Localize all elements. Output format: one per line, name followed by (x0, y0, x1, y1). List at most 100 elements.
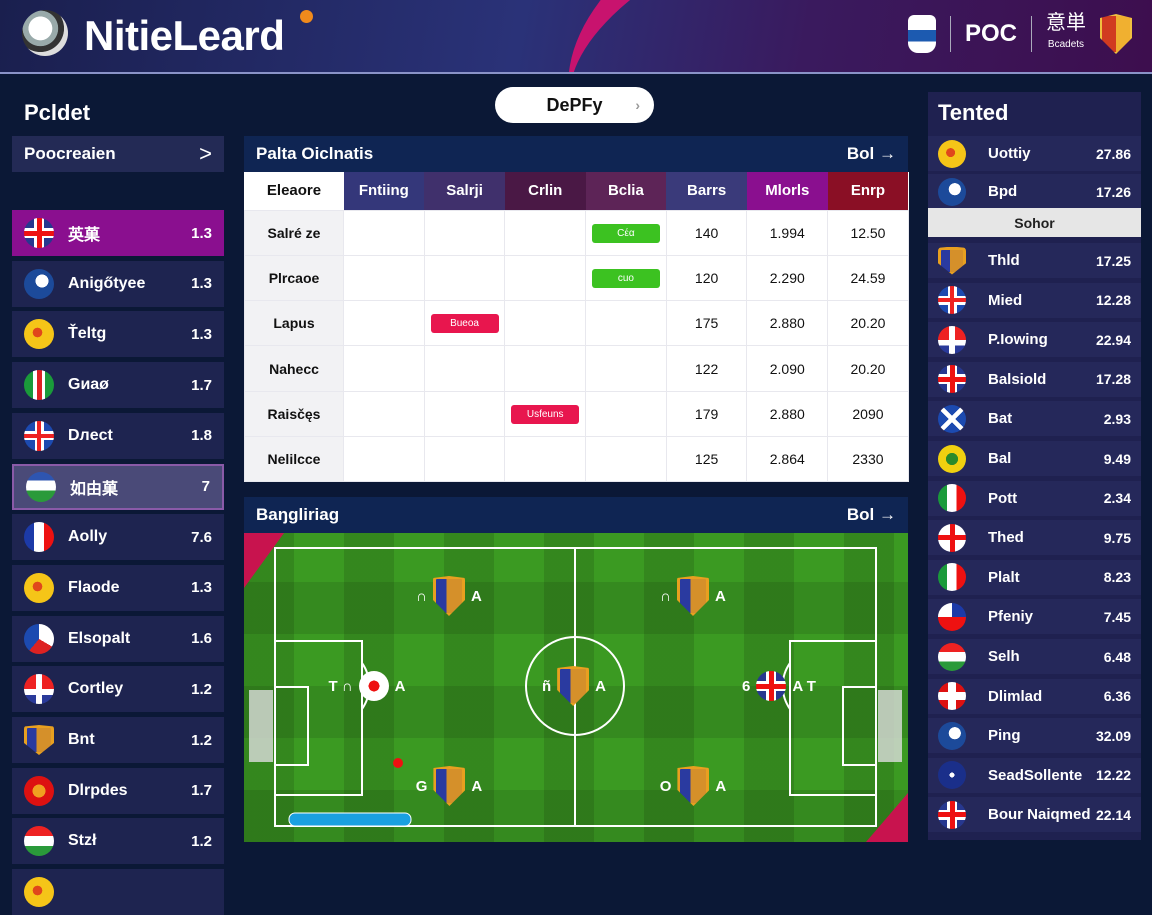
left-list: Poocreaien > 英菓 1.3 Anigőtyee 1.3 Ťeltg 1.3 Gиa… (12, 136, 224, 915)
right-list-item[interactable]: SeadSollente 12.22 (928, 757, 1141, 793)
left-list-item[interactable]: Bnt 1.2 (12, 717, 224, 763)
left-section-title: Pcldet (24, 100, 91, 125)
left-list-item[interactable]: 英菓 1.3 (12, 210, 224, 256)
right-list-item[interactable]: Selh 6.48 (928, 639, 1141, 674)
item-label: 英菓 (68, 227, 101, 244)
right-list-item[interactable]: Dlimlad 6.36 (928, 678, 1141, 714)
left-list-item[interactable]: Anigőtyee 1.3 (12, 260, 224, 307)
left-list-item[interactable] (12, 869, 224, 915)
item-value: 1.2 (191, 680, 212, 698)
item-value: 1.2 (191, 731, 212, 749)
team-flag-icon (938, 444, 966, 473)
corner-stripe (244, 533, 284, 588)
left-penalty-box (274, 640, 363, 796)
table-row[interactable]: Salré ze Cέα 140 1.994 12.50 (244, 209, 909, 256)
player-pre-label: ñ (541, 677, 552, 695)
item-value: 1.3 (191, 579, 212, 597)
club-badge-icon[interactable] (907, 15, 936, 53)
notification-dot-icon[interactable] (300, 10, 313, 23)
soccer-ball-logo-icon (22, 10, 68, 56)
right-list-item[interactable]: Thed 9.75 (928, 520, 1141, 556)
left-list-item[interactable]: Flaode 1.3 (12, 564, 224, 611)
right-list-item[interactable]: Pott 2.34 (928, 480, 1141, 516)
table-row[interactable]: Lapus Bueoa 175 2.880 20.20 (244, 300, 909, 347)
left-list-item[interactable]: Stzł 1.2 (12, 818, 224, 865)
right-list-item[interactable]: Bal 9.49 (928, 441, 1141, 476)
table-row[interactable]: Raisčęs Usfeuns 179 2.880 2090 (244, 390, 909, 437)
player-marker[interactable]: 6 A T (719, 666, 839, 706)
column-header[interactable]: Fntiing (343, 172, 425, 210)
right-list-item[interactable]: Ping 32.09 (928, 718, 1141, 754)
left-list-item[interactable]: Cortley 1.2 (12, 666, 224, 713)
standings-more-link[interactable]: Bol → (846, 144, 896, 163)
right-list-item[interactable]: Plalt 8.23 (928, 559, 1141, 595)
item-value: 1.3 (191, 275, 212, 293)
table-cell: 2330 (827, 435, 909, 483)
status-badge[interactable]: Usfeuns (511, 404, 580, 424)
right-list-item[interactable]: P.Iowing 22.94 (928, 322, 1141, 358)
item-label: Aolly (68, 528, 108, 546)
table-cell (343, 254, 425, 302)
left-list-item[interactable]: Gиaø 1.7 (12, 362, 224, 409)
right-list-item[interactable]: Bpd 17.26 (928, 174, 1141, 209)
left-list-item[interactable]: Dlrpdes 1.7 (12, 767, 224, 814)
right-list-item[interactable]: Bat 2.93 (928, 401, 1141, 437)
left-list-header[interactable]: Poocreaien > (12, 136, 224, 172)
poc-label[interactable]: POC (964, 20, 1017, 47)
column-header[interactable]: Eleaore (244, 172, 344, 210)
item-value: 22.94 (1095, 331, 1131, 348)
center-pill-button[interactable]: DePFy › (495, 87, 654, 123)
table-cell: 1.994 (746, 209, 829, 256)
right-list-divider-bar[interactable]: Sohor (928, 208, 1141, 237)
table-cell: 120 (665, 254, 748, 302)
language-selector[interactable]: 意単 Bcadets (1046, 12, 1086, 56)
column-header[interactable]: Salrji (424, 172, 505, 210)
right-list-item[interactable]: Mied 12.28 (928, 282, 1141, 318)
pill-label: DePFy (546, 94, 603, 115)
right-list-item[interactable]: Balsiold 17.28 (928, 361, 1141, 397)
item-label: Plalt (988, 568, 1020, 586)
column-header[interactable]: Bclia (585, 172, 667, 210)
left-list-item[interactable]: Ťeltg 1.3 (12, 311, 224, 358)
column-header[interactable]: Enrp (827, 172, 909, 210)
column-header[interactable]: Mlorls (746, 172, 828, 210)
player-marker[interactable]: ∩ A (633, 576, 753, 616)
player-marker[interactable]: T ∩ A (307, 666, 427, 706)
table-cell: 175 (665, 300, 748, 347)
right-list-item[interactable]: Uottiy 27.86 (928, 136, 1141, 171)
table-row[interactable]: Nahecc 122 2.090 20.20 (244, 345, 909, 392)
table-cell (343, 300, 425, 347)
item-value: 7.6 (191, 528, 212, 546)
table-cell: 2.864 (746, 435, 829, 483)
lineup-more-link[interactable]: Bol → (846, 505, 896, 524)
status-badge[interactable]: cuo (591, 268, 660, 288)
column-header[interactable]: Barrs (666, 172, 747, 210)
item-label: Thed (988, 529, 1024, 547)
left-list-item[interactable]: 如由菓 7 (12, 463, 224, 510)
team-flag-icon (938, 286, 966, 315)
team-flag-icon (24, 674, 54, 705)
left-list-item[interactable]: Elsopalt 1.6 (12, 615, 224, 662)
standings-panel: Palta Oiclnatis Bol → Eleaore Fntiing Salrj… (244, 136, 909, 483)
player-marker[interactable]: ∩ A (389, 576, 509, 616)
table-cell: 24.59 (827, 254, 909, 302)
table-cell (423, 254, 506, 302)
left-list-item[interactable]: Dлect 1.8 (12, 412, 224, 459)
column-header[interactable]: Crlin (504, 172, 586, 210)
row-name: Raisčęs (244, 390, 344, 437)
table-cell: Bueoa (423, 300, 506, 347)
right-list-item[interactable]: Thld 17.25 (928, 243, 1141, 278)
left-list-item[interactable]: Aolly 7.6 (12, 514, 224, 561)
crest-icon (557, 666, 590, 706)
table-row[interactable]: Nelilcce 125 2.864 2330 (244, 435, 909, 483)
status-badge[interactable]: Cέα (591, 223, 660, 243)
right-list-item[interactable]: Bour Naiqmed 22.14 (928, 797, 1141, 833)
crest-shield-icon[interactable] (1100, 14, 1132, 54)
table-row[interactable]: Plrcaoe cuo 120 2.290 24.59 (244, 254, 909, 302)
status-badge[interactable]: Bueoa (430, 314, 499, 334)
right-list-item[interactable]: Pfeniy 7.45 (928, 599, 1141, 635)
item-value: 2.93 (1103, 410, 1131, 427)
